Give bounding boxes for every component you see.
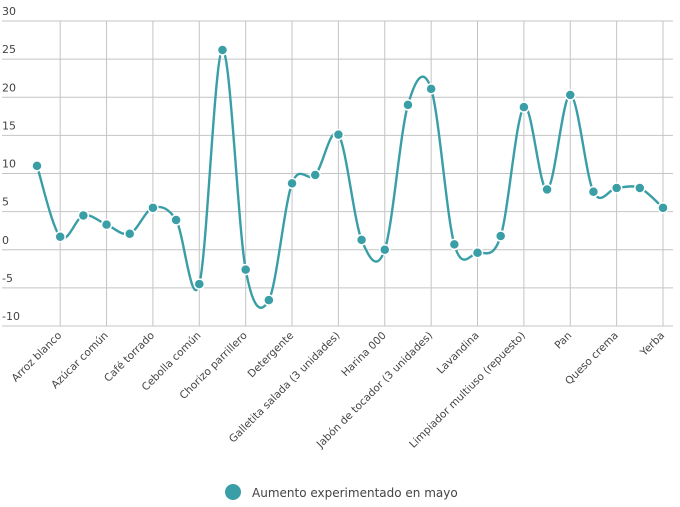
data-point (77, 209, 90, 222)
y-tick-label: 20 (2, 81, 16, 94)
x-tick-label: Lavandina (435, 330, 482, 377)
legend-label: Aumento experimentado en mayo (252, 486, 458, 500)
data-point (355, 234, 368, 246)
x-tick-label: Harina 000 (339, 330, 389, 380)
data-point (634, 182, 646, 194)
y-tick-label: 5 (2, 196, 9, 209)
data-point (332, 128, 345, 141)
y-tick-label: -10 (2, 310, 20, 323)
data-point (471, 247, 484, 259)
data-point (239, 263, 252, 276)
data-point (123, 227, 136, 240)
data-point (54, 231, 66, 243)
data-point (286, 177, 298, 190)
y-tick-label: 30 (2, 5, 16, 18)
data-point (31, 160, 43, 172)
data-point (263, 294, 275, 306)
data-points (31, 44, 669, 306)
y-axis: -10 -5 0 5 10 15 20 25 30 (2, 5, 20, 323)
y-tick-label: 0 (2, 234, 9, 247)
data-point (564, 89, 577, 101)
y-tick-label: 10 (2, 158, 16, 171)
series-line (35, 48, 664, 310)
x-tick-label: Pan (552, 330, 574, 352)
legend-swatch (225, 484, 241, 500)
data-point (425, 83, 437, 95)
data-point (379, 244, 391, 256)
data-point (402, 99, 414, 111)
data-point (494, 230, 507, 242)
data-point (541, 183, 553, 196)
legend: Aumento experimentado en mayo (225, 484, 458, 500)
data-point (147, 202, 159, 214)
y-tick-label: 15 (2, 119, 16, 132)
x-tick-label: Detergente (246, 330, 297, 381)
y-tick-label: -5 (2, 272, 13, 285)
data-point (193, 278, 206, 290)
data-point (170, 214, 182, 226)
y-tick-label: 25 (2, 43, 16, 56)
x-tick-label: Yerba (637, 330, 667, 360)
data-point (610, 182, 623, 194)
data-point (216, 44, 229, 56)
data-point (518, 101, 530, 113)
data-point (657, 202, 669, 214)
grid (2, 20, 673, 327)
data-point (587, 186, 600, 198)
data-point (309, 169, 321, 181)
data-point (100, 218, 113, 231)
data-point (448, 238, 461, 251)
